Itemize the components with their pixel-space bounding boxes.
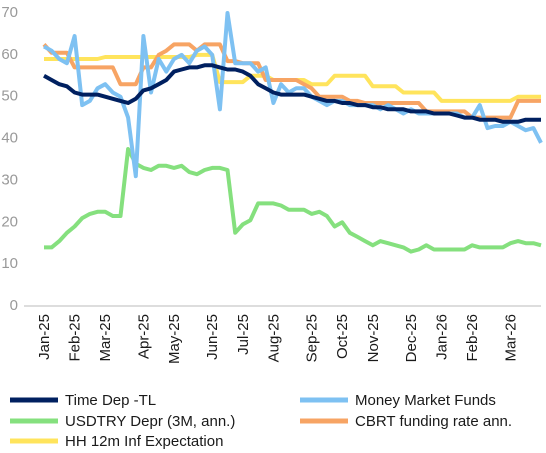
x-tick-label: Jun-25	[204, 314, 221, 360]
legend-label: Time Dep -TL	[65, 392, 156, 409]
x-tick-label: Jan-26	[434, 314, 451, 360]
y-tick-label: 70	[1, 4, 18, 21]
y-tick-label: 0	[10, 297, 18, 314]
x-tick-label: Aug-25	[265, 314, 282, 362]
y-tick-label: 60	[1, 46, 18, 63]
series-line	[42, 42, 541, 120]
x-tick-label: Jul-25	[235, 314, 252, 355]
legend-label: HH 12m Inf Expectation	[65, 433, 223, 450]
x-tick-label: Mar-25	[97, 314, 114, 362]
y-tick-label: 50	[1, 88, 18, 105]
legend-label: Money Market Funds	[355, 392, 496, 409]
x-tick-label: Jan-25	[36, 314, 53, 360]
x-tick-label: Feb-26	[464, 314, 481, 362]
series-line	[43, 63, 541, 124]
series-line	[44, 147, 542, 254]
x-tick-label: Nov-25	[365, 314, 382, 362]
y-tick-label: 30	[1, 171, 18, 188]
x-tick-label: Sep-25	[304, 314, 321, 362]
y-tick-label: 40	[1, 130, 18, 147]
x-tick-label: Feb-25	[67, 314, 84, 362]
x-tick-label: Mar-26	[502, 314, 519, 362]
y-tick-label: 10	[1, 255, 18, 272]
legend-label: CBRT funding rate ann.	[355, 413, 512, 430]
legend-label: USDTRY Depr (3M, ann.)	[65, 413, 235, 430]
x-tick-label: Apr-25	[135, 314, 152, 359]
x-tick-label: Dec-25	[403, 314, 420, 362]
x-tick-label: Oct-25	[334, 314, 351, 359]
y-tick-label: 20	[1, 213, 18, 230]
x-tick-label: May-25	[166, 314, 183, 364]
